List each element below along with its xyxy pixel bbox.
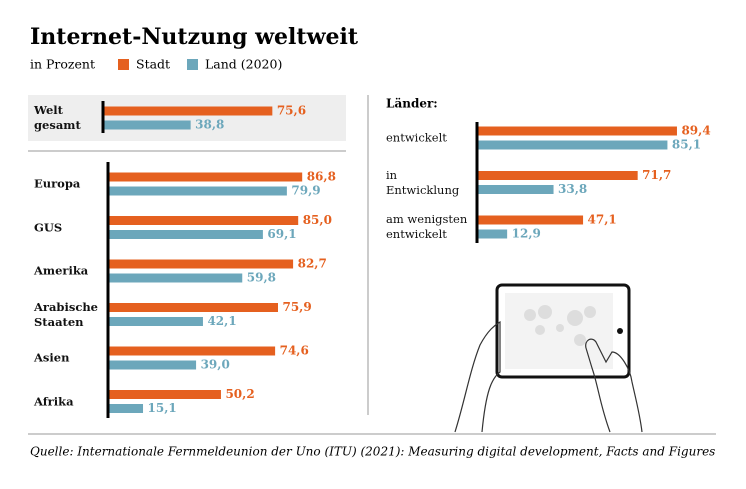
panel-title: Länder:: [386, 97, 438, 111]
category-label: Welt gesamt: [34, 103, 81, 132]
bar: [109, 216, 299, 225]
bar: [109, 317, 203, 326]
title: Internet-Nutzung weltweit: [30, 24, 359, 50]
value-label: 69,1: [267, 227, 296, 241]
legend-swatch: [187, 59, 198, 70]
tablet-illustration: [454, 283, 643, 433]
bar: [478, 171, 638, 180]
legend-label: Land (2020): [205, 57, 282, 72]
bar: [478, 185, 554, 194]
value-label: 47,1: [588, 213, 617, 227]
bar: [478, 140, 668, 150]
bar: [109, 360, 197, 370]
bar: [478, 229, 508, 239]
category-label: Arabische Staaten: [34, 299, 98, 329]
source: Quelle: Internationale Fernmeldeunion de…: [30, 445, 715, 459]
bar: [104, 106, 273, 116]
bar: [478, 126, 677, 136]
category-label: Asien: [34, 350, 70, 365]
value-label: 82,7: [298, 257, 327, 271]
bar: [109, 186, 287, 196]
category-label: GUS: [34, 220, 63, 234]
value-label: 85,1: [672, 138, 701, 152]
legend-swatch: [118, 59, 129, 70]
value-label: 89,4: [681, 124, 710, 138]
category-label: am wenigsten entwickelt: [386, 212, 468, 241]
world-panel: [28, 95, 346, 141]
bar: [109, 273, 243, 283]
value-label: 38,8: [195, 118, 224, 132]
value-label: 85,0: [303, 213, 332, 227]
value-label: 75,6: [277, 104, 306, 118]
bar: [109, 230, 263, 239]
value-label: 75,9: [282, 300, 311, 314]
value-label: 59,8: [247, 271, 276, 285]
bar: [109, 404, 144, 413]
bar: [109, 259, 294, 269]
category-label: Europa: [34, 176, 81, 191]
category-label: entwickelt: [386, 130, 447, 145]
bar: [109, 390, 221, 399]
bar: [109, 346, 276, 356]
value-label: 74,6: [280, 344, 309, 358]
value-label: 33,8: [558, 182, 587, 196]
value-label: 71,7: [642, 168, 671, 182]
legend-label: Stadt: [136, 57, 170, 72]
bar: [109, 172, 303, 182]
category-label: in Entwicklung: [386, 167, 460, 197]
value-label: 79,9: [291, 184, 320, 198]
bar: [109, 303, 278, 312]
category-label: Amerika: [34, 263, 89, 278]
category-label: Afrika: [34, 394, 74, 408]
value-label: 12,9: [512, 227, 541, 241]
bar: [104, 120, 191, 130]
bar: [478, 215, 584, 225]
value-label: 86,8: [307, 170, 336, 184]
value-label: 15,1: [148, 401, 177, 415]
value-label: 39,0: [201, 358, 230, 372]
value-label: 42,1: [207, 314, 236, 328]
subtitle: in Prozent: [30, 57, 95, 72]
value-label: 50,2: [225, 387, 254, 401]
